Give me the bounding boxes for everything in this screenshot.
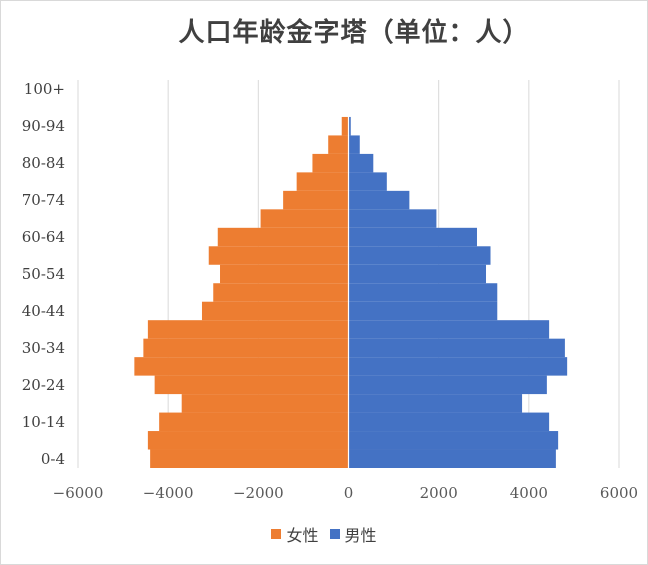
- female-bar-50-54: [220, 264, 349, 284]
- male-bar-30-34: [348, 338, 565, 358]
- x-tick-label: 6000: [600, 484, 638, 502]
- male-bar-80-84: [348, 153, 374, 173]
- legend-swatch-male: [329, 529, 340, 539]
- male-bar-85-89: [348, 135, 360, 154]
- male-bar-75-79: [348, 172, 387, 191]
- female-bar-60-64: [217, 227, 349, 247]
- legend-label-male: 男性: [344, 526, 377, 545]
- female-bar-55-59: [208, 246, 349, 265]
- y-tick-label: 70-74: [22, 191, 65, 209]
- x-tick-label: 0: [344, 484, 354, 502]
- female-bar-30-34: [143, 338, 349, 358]
- female-bar-65-69: [260, 209, 349, 228]
- female-bar-85-89: [328, 135, 349, 154]
- legend: 女性 男性: [0, 522, 648, 546]
- male-bar-45-49: [348, 283, 498, 302]
- male-bar-0-4: [348, 449, 556, 468]
- female-bar-25-29: [134, 357, 349, 376]
- male-bar-65-69: [348, 209, 437, 228]
- legend-label-female: 女性: [286, 526, 319, 545]
- y-tick-label: 60-64: [22, 228, 65, 246]
- female-bar-70-74: [283, 190, 349, 210]
- y-tick-label: 10-14: [22, 413, 65, 431]
- x-tick-label: 2000: [420, 484, 458, 502]
- male-bar-15-19: [348, 394, 523, 413]
- female-bar-0-4: [150, 449, 349, 468]
- legend-item-male: 男性: [329, 522, 377, 546]
- x-tick-label: −6000: [53, 484, 104, 502]
- chart-title: 人口年龄金字塔（单位：人）: [178, 18, 530, 48]
- y-tick-label: 30-34: [22, 339, 65, 357]
- legend-item-female: 女性: [271, 522, 318, 546]
- y-tick-label: 100+: [24, 80, 65, 98]
- male-bar-55-59: [348, 246, 491, 265]
- male-bar-35-39: [348, 320, 550, 339]
- y-tick-label: 90-94: [22, 117, 65, 135]
- male-bar-20-24: [348, 375, 547, 395]
- male-bar-10-14: [348, 412, 550, 432]
- female-bar-10-14: [159, 412, 349, 432]
- female-bar-5-9: [147, 431, 349, 450]
- y-tick-label: 80-84: [22, 154, 65, 172]
- female-bar-15-19: [181, 394, 349, 413]
- female-bar-35-39: [147, 320, 349, 339]
- x-tick-label: −2000: [233, 484, 284, 502]
- y-tick-label: 0-4: [41, 450, 65, 468]
- female-bar-45-49: [213, 283, 349, 302]
- male-bar-90-94: [348, 116, 351, 136]
- female-bar-90-94: [341, 116, 349, 136]
- y-tick-label: 50-54: [22, 265, 65, 283]
- female-bar-80-84: [312, 153, 349, 173]
- y-tick-label: 40-44: [22, 302, 65, 320]
- male-bar-50-54: [348, 264, 487, 284]
- x-tick-label: 4000: [510, 484, 548, 502]
- male-bar-70-74: [348, 190, 410, 210]
- female-bar-75-79: [296, 172, 349, 191]
- male-bar-5-9: [348, 431, 559, 450]
- male-bar-25-29: [348, 357, 568, 376]
- x-tick-label: −4000: [143, 484, 194, 502]
- male-bar-40-44: [348, 301, 498, 321]
- y-tick-label: 20-24: [22, 376, 65, 394]
- legend-swatch-female: [271, 529, 282, 539]
- female-bar-20-24: [154, 375, 349, 395]
- female-bar-40-44: [201, 301, 349, 321]
- male-bar-60-64: [348, 227, 477, 247]
